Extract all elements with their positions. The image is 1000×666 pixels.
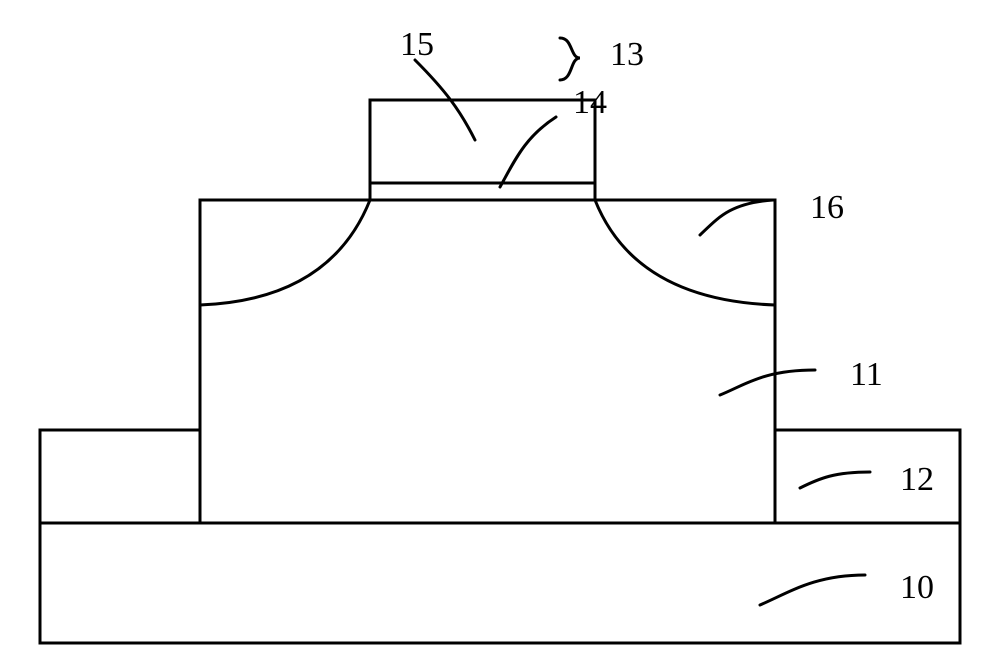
- isolation-left-block: [40, 430, 200, 523]
- fin-block: [200, 200, 775, 523]
- label-14: 14: [573, 84, 607, 121]
- leader-l12: [800, 472, 870, 488]
- label-15: 15: [400, 26, 434, 63]
- gate-oxide-block: [370, 183, 595, 200]
- label-13: 13: [610, 36, 644, 73]
- leader-l11: [720, 370, 815, 395]
- leader-l10: [760, 575, 865, 605]
- sd-curve-left: [200, 200, 370, 305]
- label-16: 16: [810, 189, 844, 226]
- bracket-13: [560, 38, 580, 80]
- leader-l16: [700, 200, 773, 235]
- diagram-canvas: 10 12 11 16 14 15 13: [0, 0, 1000, 666]
- label-11: 11: [850, 356, 883, 393]
- sd-curve-right: [595, 200, 775, 305]
- leader-l14: [500, 117, 556, 187]
- label-10: 10: [900, 569, 934, 606]
- substrate-block: [40, 523, 960, 643]
- gate-block: [370, 100, 595, 183]
- label-12: 12: [900, 461, 934, 498]
